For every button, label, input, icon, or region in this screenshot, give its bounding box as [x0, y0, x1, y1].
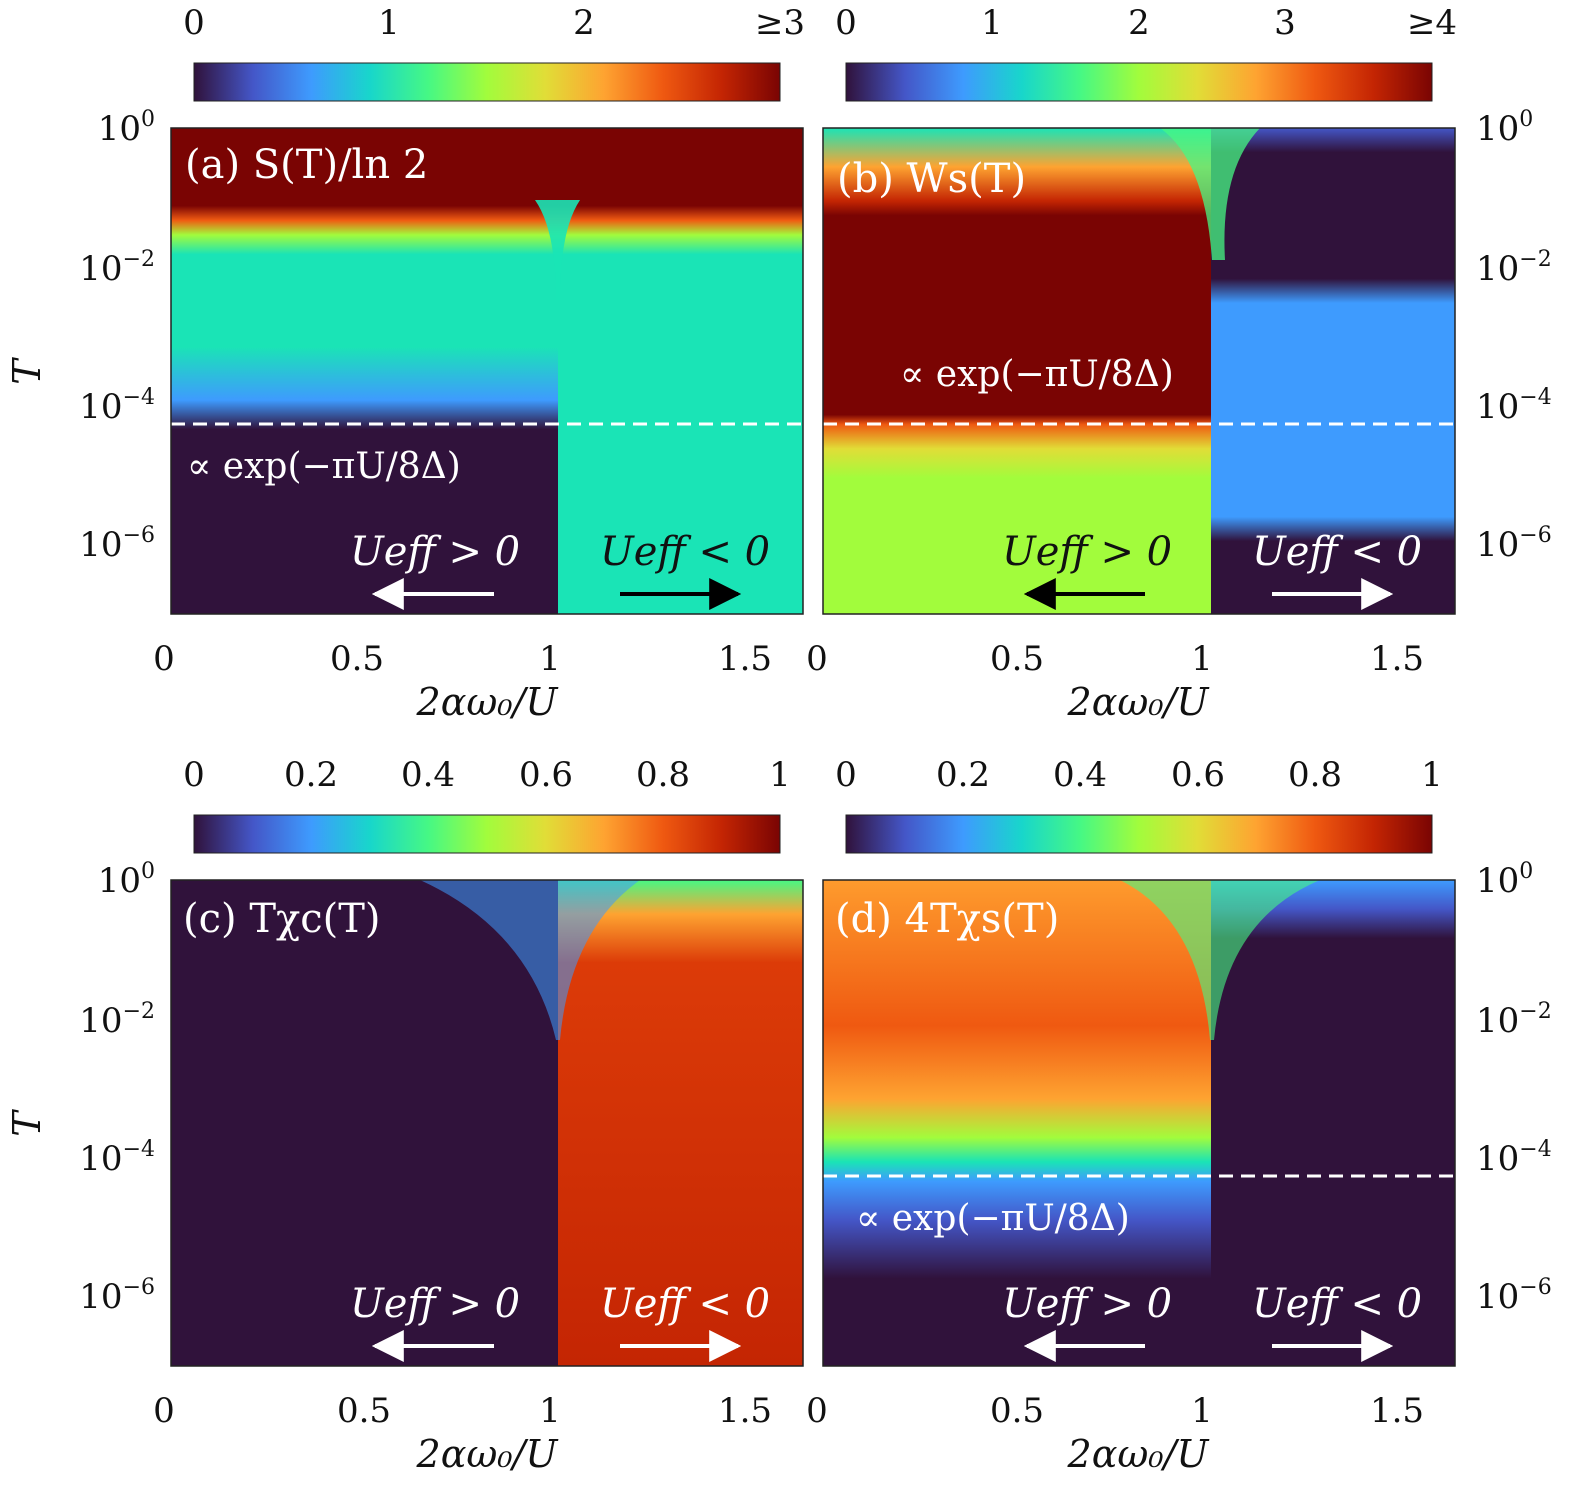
ytick-c: 10−6	[79, 1275, 155, 1317]
ytick-c: 100	[98, 859, 155, 901]
ytick-a: 10−4	[79, 385, 155, 427]
heatmap-c-right	[558, 880, 803, 1366]
y-axis-label-c: T	[5, 1109, 49, 1137]
xtick-b: 0	[806, 639, 828, 679]
plot-frame-a	[170, 127, 804, 615]
ytick-b: 100	[1476, 107, 1533, 149]
xtick-c: 0	[153, 1391, 175, 1431]
plot-frame-c	[170, 879, 804, 1367]
panel-a: 0 1 2 ≥3 (a) S(T)/ln 2 ∝ exp(−πU/8Δ) Uef…	[5, 3, 805, 724]
colorbar-d-tick: 1	[1421, 755, 1443, 795]
ytick-c: 10−4	[79, 1137, 155, 1179]
xtick-a: 0.5	[330, 639, 384, 679]
panel-c: 0 0.2 0.4 0.6 0.8 1 (c) Tχc(T) Ueff > 0 …	[5, 755, 804, 1476]
colorbar-c-tick: 0.6	[519, 755, 573, 795]
xtick-d: 0.5	[990, 1391, 1044, 1431]
ytick-b: 10−2	[1476, 247, 1552, 289]
ueff-negative-b: Ueff < 0	[1252, 529, 1422, 575]
ytick-b: 10−6	[1476, 523, 1552, 565]
ueff-positive-c: Ueff > 0	[350, 1281, 520, 1327]
heatmap-d-right	[1211, 880, 1455, 1366]
colorbar-b-tick: ≥4	[1407, 3, 1457, 43]
colorbar-a-tick: ≥3	[755, 3, 805, 43]
xtick-d: 0	[806, 1391, 828, 1431]
ueff-negative-a: Ueff < 0	[600, 529, 770, 575]
heatmap-c-crossover	[420, 880, 640, 1040]
panel-title-a: (a) S(T)/ln 2	[185, 142, 428, 188]
heatmap-a-left	[171, 128, 558, 614]
x-axis-label-a: 2αω₀/U	[416, 680, 560, 724]
heatmap-a-right	[558, 128, 803, 614]
panel-title-b: (b) Ws(T)	[837, 156, 1026, 202]
heatmap-b-crossover	[1160, 128, 1260, 260]
ytick-a: 10−6	[79, 523, 155, 565]
y-axis-label-a: T	[5, 357, 49, 385]
heatmap-a-dip	[535, 200, 580, 300]
colorbar-d	[845, 814, 1433, 854]
heatmap-b-right	[1211, 128, 1455, 614]
threshold-label-b: ∝ exp(−πU/8Δ)	[900, 354, 1174, 395]
colorbar-a-tick: 0	[183, 3, 205, 43]
xtick-a: 1	[539, 639, 561, 679]
xtick-a: 0	[153, 639, 175, 679]
colorbar-b	[845, 62, 1433, 102]
colorbar-c	[193, 814, 781, 854]
xtick-a: 1.5	[718, 639, 772, 679]
heatmap-c-left	[171, 880, 558, 1366]
colorbar-c-tick: 0.8	[636, 755, 690, 795]
ytick-c: 10−2	[79, 999, 155, 1041]
xtick-b: 1.5	[1370, 639, 1424, 679]
colorbar-b-tick: 2	[1128, 3, 1150, 43]
colorbar-c-tick: 0.4	[401, 755, 455, 795]
ytick-a: 10−2	[79, 247, 155, 289]
ytick-a: 100	[98, 107, 155, 149]
colorbar-b-tick: 3	[1274, 3, 1296, 43]
colorbar-a-tick: 2	[573, 3, 595, 43]
ytick-d: 10−4	[1476, 1137, 1552, 1179]
heatmap-d-crossover	[1120, 880, 1320, 1040]
colorbar-d-tick: 0.8	[1288, 755, 1342, 795]
colorbar-b-tick: 1	[981, 3, 1003, 43]
ueff-positive-a: Ueff > 0	[350, 529, 520, 575]
xtick-d: 1.5	[1370, 1391, 1424, 1431]
colorbar-a	[193, 62, 781, 102]
plot-frame-d	[822, 879, 1456, 1367]
colorbar-d-tick: 0.6	[1171, 755, 1225, 795]
xtick-c: 0.5	[337, 1391, 391, 1431]
ueff-negative-c: Ueff < 0	[600, 1281, 770, 1327]
colorbar-c-tick: 0	[183, 755, 205, 795]
x-axis-label-b: 2αω₀/U	[1067, 680, 1211, 724]
colorbar-d-tick: 0	[835, 755, 857, 795]
plot-frame-b	[822, 127, 1456, 615]
colorbar-b-tick: 0	[835, 3, 857, 43]
colorbar-c-tick: 1	[769, 755, 791, 795]
colorbar-d-tick: 0.2	[936, 755, 990, 795]
panel-title-d: (d) 4Tχs(T)	[835, 896, 1059, 942]
heatmap-d-left	[823, 880, 1211, 1366]
ueff-negative-d: Ueff < 0	[1252, 1281, 1422, 1327]
xtick-b: 0.5	[990, 639, 1044, 679]
ueff-positive-d: Ueff > 0	[1002, 1281, 1172, 1327]
panel-d: 0 0.2 0.4 0.6 0.8 1 (d) 4Tχs(T) ∝ exp(−π…	[806, 755, 1552, 1476]
threshold-label-a: ∝ exp(−πU/8Δ)	[187, 446, 461, 487]
x-axis-label-d: 2αω₀/U	[1067, 1432, 1211, 1476]
ueff-positive-b: Ueff > 0	[1002, 529, 1172, 575]
panel-title-c: (c) Tχc(T)	[183, 896, 381, 942]
xtick-c: 1.5	[718, 1391, 772, 1431]
threshold-label-d: ∝ exp(−πU/8Δ)	[856, 1198, 1130, 1239]
xtick-c: 1	[539, 1391, 561, 1431]
colorbar-a-tick: 1	[378, 3, 400, 43]
x-axis-label-c: 2αω₀/U	[416, 1432, 560, 1476]
heatmap-b-left	[823, 128, 1211, 614]
ytick-d: 100	[1476, 859, 1533, 901]
ytick-b: 10−4	[1476, 385, 1552, 427]
colorbar-d-tick: 0.4	[1053, 755, 1107, 795]
colorbar-c-tick: 0.2	[284, 755, 338, 795]
ytick-d: 10−2	[1476, 999, 1552, 1041]
ytick-d: 10−6	[1476, 1275, 1552, 1317]
panel-b: 0 1 2 3 ≥4 (b) Ws(T) ∝ exp(−πU/8Δ) Ueff …	[806, 3, 1552, 724]
xtick-b: 1	[1191, 639, 1213, 679]
xtick-d: 1	[1191, 1391, 1213, 1431]
